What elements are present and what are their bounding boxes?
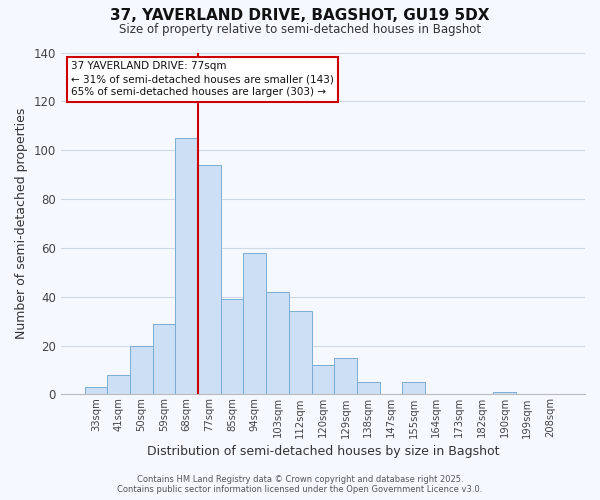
Text: Contains HM Land Registry data © Crown copyright and database right 2025.
Contai: Contains HM Land Registry data © Crown c… [118, 474, 482, 494]
Bar [493, 392, 516, 394]
X-axis label: Distribution of semi-detached houses by size in Bagshot: Distribution of semi-detached houses by … [146, 444, 499, 458]
Bar [311, 365, 334, 394]
Bar [266, 292, 289, 394]
Bar [289, 312, 311, 394]
Bar [403, 382, 425, 394]
Bar [85, 387, 107, 394]
Bar [130, 346, 152, 395]
Bar [357, 382, 380, 394]
Y-axis label: Number of semi-detached properties: Number of semi-detached properties [15, 108, 28, 339]
Text: Size of property relative to semi-detached houses in Bagshot: Size of property relative to semi-detach… [119, 22, 481, 36]
Bar [175, 138, 198, 394]
Bar [221, 299, 244, 394]
Bar [244, 253, 266, 394]
Bar [107, 375, 130, 394]
Bar [198, 165, 221, 394]
Bar [152, 324, 175, 394]
Text: 37, YAVERLAND DRIVE, BAGSHOT, GU19 5DX: 37, YAVERLAND DRIVE, BAGSHOT, GU19 5DX [110, 8, 490, 22]
Bar [334, 358, 357, 395]
Text: 37 YAVERLAND DRIVE: 77sqm
← 31% of semi-detached houses are smaller (143)
65% of: 37 YAVERLAND DRIVE: 77sqm ← 31% of semi-… [71, 61, 334, 98]
